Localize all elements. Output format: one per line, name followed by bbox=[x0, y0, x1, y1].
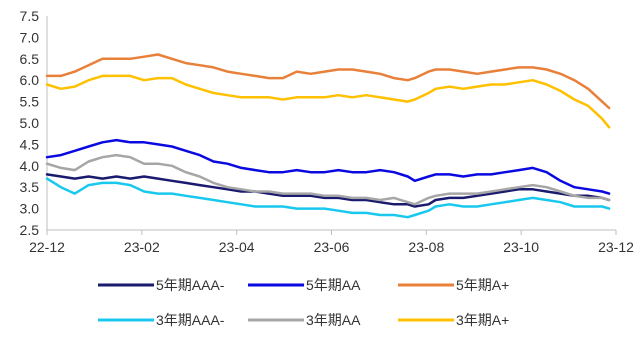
y-tick-label: 6.0 bbox=[20, 72, 40, 88]
series-line bbox=[45, 74, 611, 129]
y-tick-label: 6.5 bbox=[20, 51, 40, 67]
x-tick-label: 23-06 bbox=[314, 239, 350, 255]
legend-label: 3年期AAA- bbox=[156, 312, 225, 328]
series-line bbox=[45, 138, 611, 195]
x-tick-label: 23-02 bbox=[124, 239, 160, 255]
legend-label: 5年期AAA- bbox=[156, 277, 225, 293]
y-tick-label: 5.5 bbox=[20, 94, 40, 110]
series-line bbox=[45, 53, 611, 110]
series-lines bbox=[45, 53, 611, 219]
legend-label: 5年期AA bbox=[306, 277, 361, 293]
y-tick-label: 7.5 bbox=[20, 8, 40, 24]
series-line bbox=[45, 173, 611, 208]
legend-label: 3年期AA bbox=[306, 312, 361, 328]
y-tick-label: 2.5 bbox=[20, 222, 40, 238]
x-axis-ticks: 22-12 23-02 23-04 23-06 23-08 23-10 23-12 bbox=[29, 230, 634, 255]
y-tick-label: 7.0 bbox=[20, 29, 40, 45]
legend: 5年期AAA- 5年期AA 5年期A+ 3年期AAA- 3年期AA 3年期A+ bbox=[98, 277, 509, 328]
legend-label: 5年期A+ bbox=[456, 277, 509, 293]
x-tick-label: 23-12 bbox=[598, 239, 634, 255]
y-tick-label: 4.5 bbox=[20, 136, 40, 152]
x-tick-label: 22-12 bbox=[29, 239, 65, 255]
x-tick-label: 23-04 bbox=[219, 239, 255, 255]
y-tick-label: 4.0 bbox=[20, 158, 40, 174]
series-line bbox=[45, 177, 611, 219]
y-axis-ticks: 2.5 3.0 3.5 4.0 4.5 5.0 5.5 6.0 6.5 7.0 7.5 bbox=[20, 8, 40, 238]
y-tick-label: 3.0 bbox=[20, 201, 40, 217]
series-line bbox=[45, 153, 611, 206]
y-tick-label: 3.5 bbox=[20, 179, 40, 195]
legend-label: 3年期A+ bbox=[456, 312, 509, 328]
x-tick-label: 23-08 bbox=[408, 239, 444, 255]
x-tick-label: 23-10 bbox=[503, 239, 539, 255]
y-tick-label: 5.0 bbox=[20, 115, 40, 131]
